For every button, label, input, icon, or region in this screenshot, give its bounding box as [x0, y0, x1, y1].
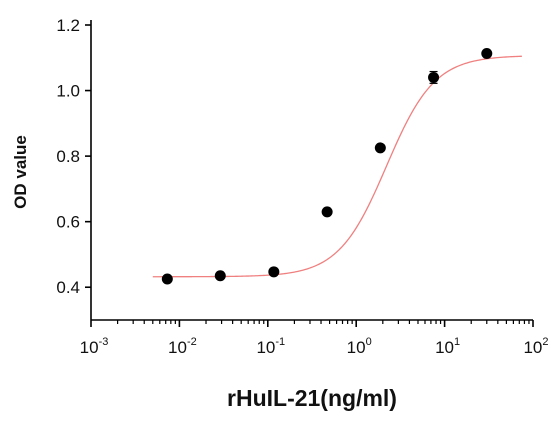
data-point: [321, 206, 333, 218]
x-tick-label: 100: [347, 336, 372, 357]
x-tick-label: 102: [523, 336, 548, 357]
data-point: [214, 270, 226, 282]
x-axis-title: rHuIL-21(ng/ml): [227, 385, 397, 411]
y-tick-label: 1.2: [56, 16, 80, 35]
data-point: [428, 71, 440, 83]
x-tick-label: 10-2: [168, 336, 197, 357]
x-tick-label: 10-1: [256, 336, 285, 357]
fit-curve: [152, 55, 522, 278]
x-tick-label: 10-3: [80, 336, 109, 357]
x-tick-label: 101: [435, 336, 460, 357]
y-tick-label: 0.8: [56, 147, 80, 166]
y-tick-label: 1.0: [56, 82, 80, 101]
axes: 0.4 0.6 0.8 1.0 1.2 10-3 10-2 10-1 100 101 102: [56, 16, 548, 357]
data-point: [374, 142, 386, 154]
data-point: [161, 273, 173, 285]
y-axis-title: OD value: [11, 135, 30, 209]
data-points-layer: [161, 48, 493, 285]
y-tick-label: 0.6: [56, 213, 80, 232]
data-point: [481, 48, 493, 60]
data-point: [268, 266, 280, 278]
fit-curve-layer: [152, 55, 522, 278]
y-tick-label: 0.4: [56, 278, 80, 297]
